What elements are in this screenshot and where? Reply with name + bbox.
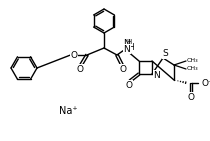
Text: S: S [162, 49, 168, 59]
Text: O: O [76, 64, 84, 73]
Text: O: O [126, 81, 133, 90]
Text: CH₃: CH₃ [187, 59, 199, 63]
Text: N: N [124, 45, 130, 53]
Text: H: H [128, 44, 134, 52]
Text: Na⁺: Na⁺ [59, 106, 77, 116]
Text: O: O [119, 64, 126, 73]
Text: O: O [188, 92, 194, 102]
Text: H: H [126, 39, 132, 45]
Text: N: N [153, 70, 160, 80]
Text: CH₃: CH₃ [187, 67, 199, 71]
Text: O⁻: O⁻ [201, 79, 210, 88]
Text: O: O [71, 50, 77, 60]
Text: N: N [124, 38, 130, 48]
